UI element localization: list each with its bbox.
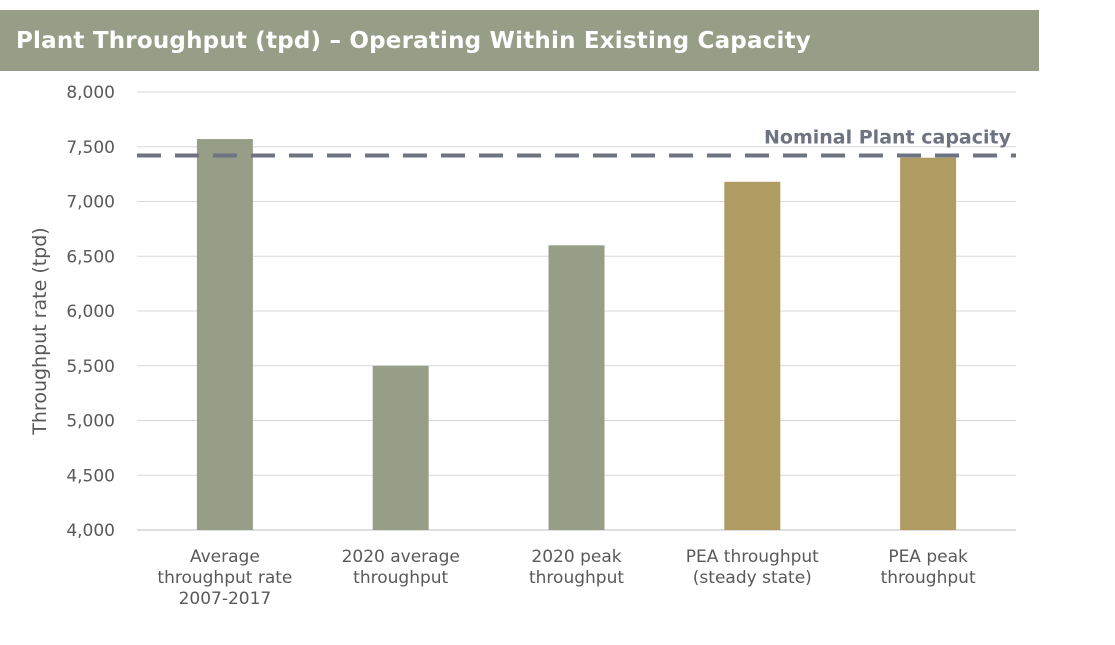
y-tick-label: 4,500 xyxy=(66,466,115,486)
x-category-label: 2020 peak throughput xyxy=(529,547,624,588)
y-tick-label: 5,000 xyxy=(66,412,115,432)
y-tick-label: 6,500 xyxy=(66,247,115,267)
x-category-label: Average throughput rate 2007-2017 xyxy=(157,547,292,609)
y-tick-label: 7,500 xyxy=(66,138,115,158)
bar xyxy=(900,157,957,530)
chart-title: Plant Throughput (tpd) – Operating Withi… xyxy=(16,27,811,54)
y-tick-label: 8,000 xyxy=(66,83,115,103)
y-tick-label: 5,500 xyxy=(66,357,115,377)
y-axis-label: Throughput rate (tpd) xyxy=(29,227,51,435)
x-category-label: PEA peak throughput xyxy=(881,547,976,588)
chart-title-bar: Plant Throughput (tpd) – Operating Withi… xyxy=(0,10,1039,71)
bar xyxy=(196,139,253,530)
x-category-label: 2020 average throughput xyxy=(342,547,460,588)
bar xyxy=(548,245,605,531)
y-tick-label: 7,000 xyxy=(66,193,115,213)
bar xyxy=(724,181,781,531)
x-category-label: PEA throughput (steady state) xyxy=(686,547,819,588)
y-tick-label: 6,000 xyxy=(66,302,115,322)
y-tick-label: 4,000 xyxy=(66,521,115,541)
bar xyxy=(372,365,429,530)
nominal-capacity-label: Nominal Plant capacity xyxy=(764,127,1012,149)
